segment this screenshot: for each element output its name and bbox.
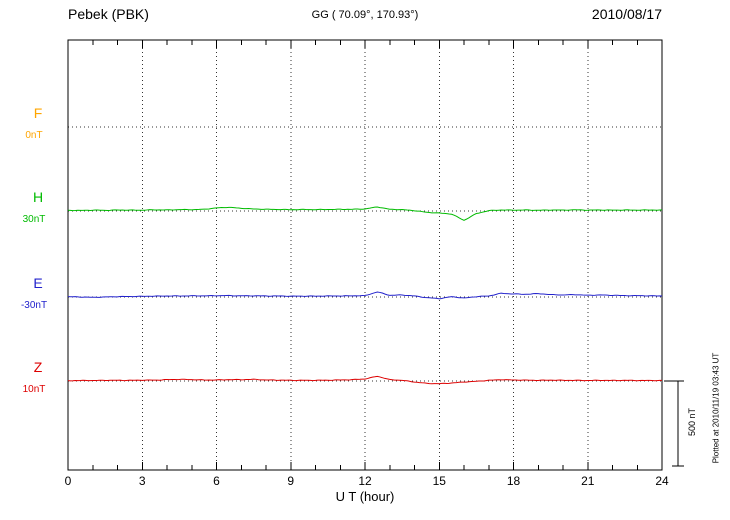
series-letter-F: F bbox=[33, 105, 43, 121]
svg-text:0: 0 bbox=[65, 474, 72, 488]
plot-date: 2010/08/17 bbox=[591, 6, 662, 22]
plotted-at-label: Plotted at 2010/11/19 03:43 UT bbox=[711, 352, 721, 464]
series-baseline-H: 30nT bbox=[22, 214, 46, 225]
series-baseline-F: 0nT bbox=[25, 130, 43, 141]
series-letter-E: E bbox=[33, 275, 43, 291]
svg-text:21: 21 bbox=[581, 474, 595, 488]
scale-bar-label: 500 nT bbox=[687, 407, 697, 437]
x-axis-label: U T (hour) bbox=[335, 489, 395, 504]
series-baseline-E: -30nT bbox=[20, 300, 48, 311]
svg-text:3: 3 bbox=[139, 474, 146, 488]
svg-text:12: 12 bbox=[358, 474, 372, 488]
svg-text:24: 24 bbox=[655, 474, 669, 488]
series-letter-Z: Z bbox=[33, 359, 43, 375]
series-letter-H: H bbox=[32, 189, 44, 205]
series-baseline-Z: 10nT bbox=[22, 384, 46, 395]
svg-text:15: 15 bbox=[433, 474, 447, 488]
station-coordinates: GG ( 70.09°, 170.93°) bbox=[311, 9, 419, 21]
station-name: Pebek (PBK) bbox=[68, 6, 149, 22]
svg-text:18: 18 bbox=[507, 474, 521, 488]
svg-text:6: 6 bbox=[213, 474, 220, 488]
svg-text:9: 9 bbox=[287, 474, 294, 488]
